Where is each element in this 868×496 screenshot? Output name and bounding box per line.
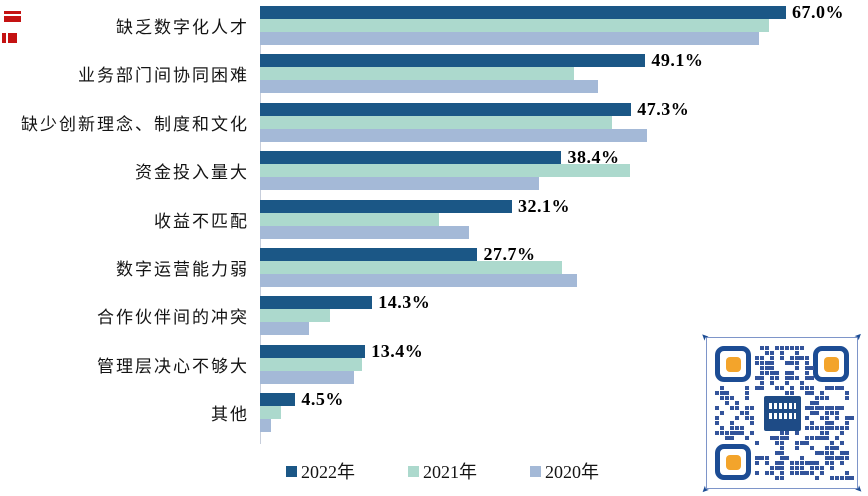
bar-2022 [260, 344, 366, 358]
qr-finder-icon [715, 346, 751, 382]
legend-swatch-2021 [408, 465, 419, 477]
bar-2021 [260, 19, 769, 32]
bar-2022 [260, 393, 296, 407]
bar-2022 [260, 54, 646, 68]
category-row: 收益不匹配 32.1% [0, 195, 868, 248]
bar-group: 32.1% [260, 195, 570, 239]
data-label: 4.5% [301, 389, 344, 410]
bar-2021 [260, 164, 630, 178]
bar-2021 [260, 115, 612, 129]
watermark-fragment [4, 11, 21, 22]
category-label: 管理层决心不够大 [97, 356, 249, 376]
bar-group: 38.4% [260, 147, 630, 191]
legend-swatch-2020 [530, 465, 541, 477]
bar-2022 [260, 247, 478, 261]
qr-frame-arrow-icon: ➤ [853, 482, 866, 496]
qr-finder-icon [715, 444, 751, 480]
data-label: 47.3% [637, 98, 690, 119]
bar-2022 [260, 296, 373, 310]
bar-2022 [260, 199, 512, 213]
bar-group: 14.3% [260, 292, 431, 336]
bar-group: 47.3% [260, 98, 690, 142]
legend: 2022年 2021年 2020年 [286, 458, 599, 484]
bar-2020 [260, 370, 355, 384]
bar-2021 [260, 406, 282, 420]
bar-2020 [260, 128, 647, 142]
bar-2022 [260, 6, 786, 19]
category-label: 收益不匹配 [154, 211, 249, 231]
data-label: 14.3% [378, 292, 431, 313]
plot-area: 缺乏数字化人才 67.0% 业务部门间协同困难 49.1% 缺少创新理念、制度和文化 47… [0, 2, 868, 442]
bar-2020 [260, 273, 578, 287]
bar-group: 13.4% [260, 340, 424, 384]
bar-2020 [260, 32, 760, 45]
grouped-bar-chart: 缺乏数字化人才 67.0% 业务部门间协同困难 49.1% 缺少创新理念、制度和文化 47… [0, 2, 868, 444]
category-row: 缺乏数字化人才 67.0% [0, 2, 868, 54]
category-label: 其他 [211, 405, 249, 425]
bar-group: 67.0% [260, 2, 844, 45]
qr-code: ➤ ➤ ➤ ➤ [698, 330, 866, 496]
qr-modules [715, 346, 854, 480]
category-label: 资金投入量大 [135, 163, 249, 183]
data-label: 38.4% [567, 147, 620, 168]
category-row: 管理层决心不够大 13.4% [0, 340, 868, 393]
legend-label: 2020年 [545, 462, 599, 482]
bar-2020 [260, 225, 469, 239]
qr-frame-arrow-icon: ➤ [698, 483, 712, 496]
category-row: 合作伙伴间的冲突 14.3% [0, 292, 868, 344]
data-label: 32.1% [517, 195, 570, 216]
bar-2021 [260, 260, 563, 274]
category-label: 缺少创新理念、制度和文化 [21, 114, 249, 134]
category-row: 业务部门间协同困难 49.1% [0, 50, 868, 102]
qr-center-logo [764, 396, 801, 431]
legend-label: 2022年 [301, 462, 355, 482]
category-row: 数字运营能力弱 27.7% [0, 243, 868, 296]
bar-2020 [260, 322, 309, 336]
bar-2020 [260, 177, 540, 191]
legend-item-2022: 2022年 [286, 458, 355, 484]
category-label: 缺乏数字化人才 [116, 18, 249, 37]
category-label: 合作伙伴间的冲突 [97, 308, 249, 328]
bar-2021 [260, 357, 363, 371]
category-label: 数字运营能力弱 [116, 259, 249, 279]
data-label: 27.7% [483, 243, 536, 264]
bar-2021 [260, 309, 330, 323]
category-row: 缺少创新理念、制度和文化 47.3% [0, 98, 868, 151]
bar-group: 27.7% [260, 243, 578, 287]
data-label: 49.1% [651, 50, 704, 71]
legend-label: 2021年 [423, 462, 477, 482]
bar-group: 49.1% [260, 50, 704, 94]
legend-item-2021: 2021年 [408, 458, 477, 484]
category-row: 资金投入量大 38.4% [0, 147, 868, 199]
bar-2022 [260, 151, 562, 165]
category-label: 业务部门间协同困难 [78, 66, 249, 86]
legend-item-2020: 2020年 [530, 458, 599, 484]
bar-2020 [260, 419, 271, 433]
bar-2021 [260, 67, 574, 81]
qr-finder-icon [813, 346, 849, 382]
bar-2022 [260, 102, 632, 116]
bar-2021 [260, 212, 439, 226]
data-label: 13.4% [371, 340, 424, 361]
watermark-fragment [2, 33, 17, 43]
bar-2020 [260, 80, 598, 94]
data-label: 67.0% [791, 2, 844, 22]
category-row: 其他 4.5% [0, 389, 868, 441]
legend-swatch-2022 [286, 465, 297, 477]
bar-group: 4.5% [260, 389, 344, 433]
